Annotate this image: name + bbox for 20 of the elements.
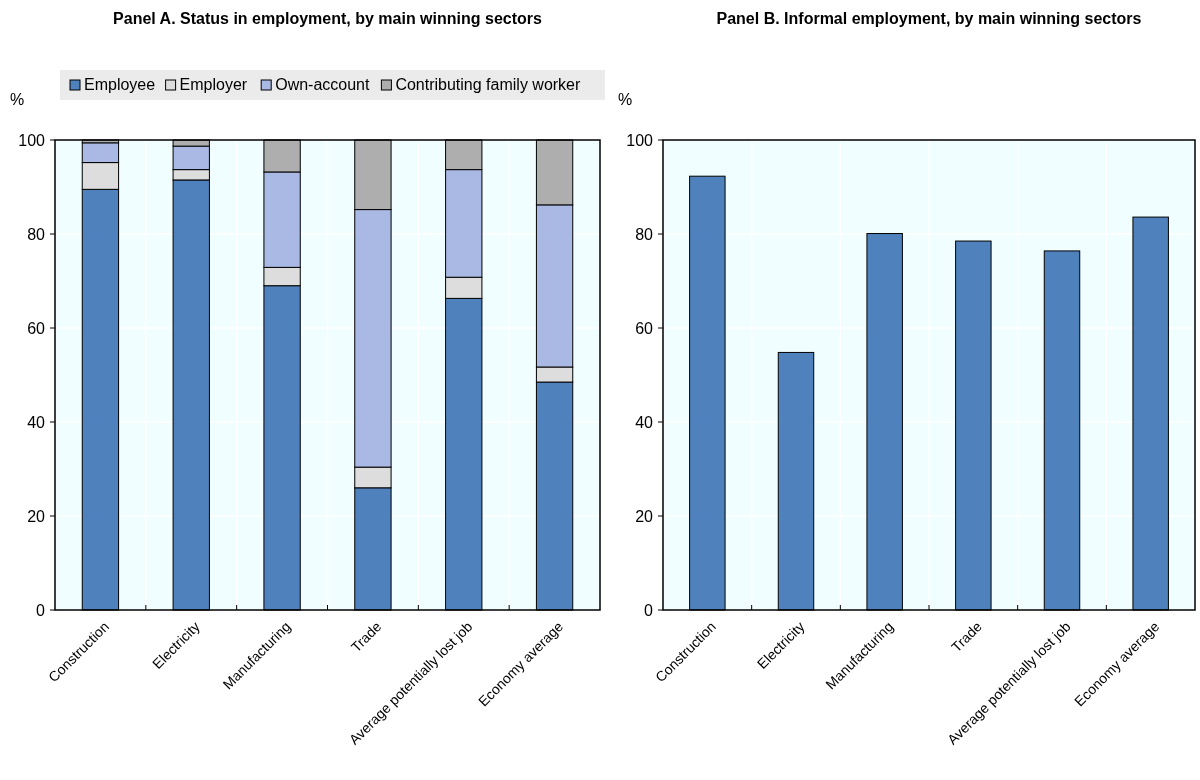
y-axis-title: %: [618, 91, 633, 108]
y-axis-title: %: [10, 91, 25, 108]
chart-title: Panel A. Status in employment, by main winning sectors: [113, 10, 543, 27]
legend-label: Employer: [179, 76, 248, 93]
chart-title: Panel B. Informal employment, by main winning sectors: [716, 10, 1142, 27]
y-tick-label: 0: [644, 601, 654, 619]
y-tick-label: 100: [626, 131, 654, 149]
legend-label: Employee: [84, 76, 156, 93]
y-tick-label: 0: [36, 601, 46, 619]
y-tick-label: 20: [635, 507, 654, 525]
y-tick-label: 40: [27, 413, 46, 431]
y-tick-label: 80: [27, 225, 46, 243]
y-tick-label: 60: [27, 319, 46, 337]
y-tick-label: 80: [635, 225, 654, 243]
y-tick-label: 60: [635, 319, 654, 337]
y-tick-label: 40: [635, 413, 654, 431]
y-tick-label: 100: [18, 131, 46, 149]
y-tick-label: 20: [27, 507, 46, 525]
legend-label: Contributing family worker: [395, 76, 582, 93]
legend-label: Own-account: [275, 76, 371, 93]
